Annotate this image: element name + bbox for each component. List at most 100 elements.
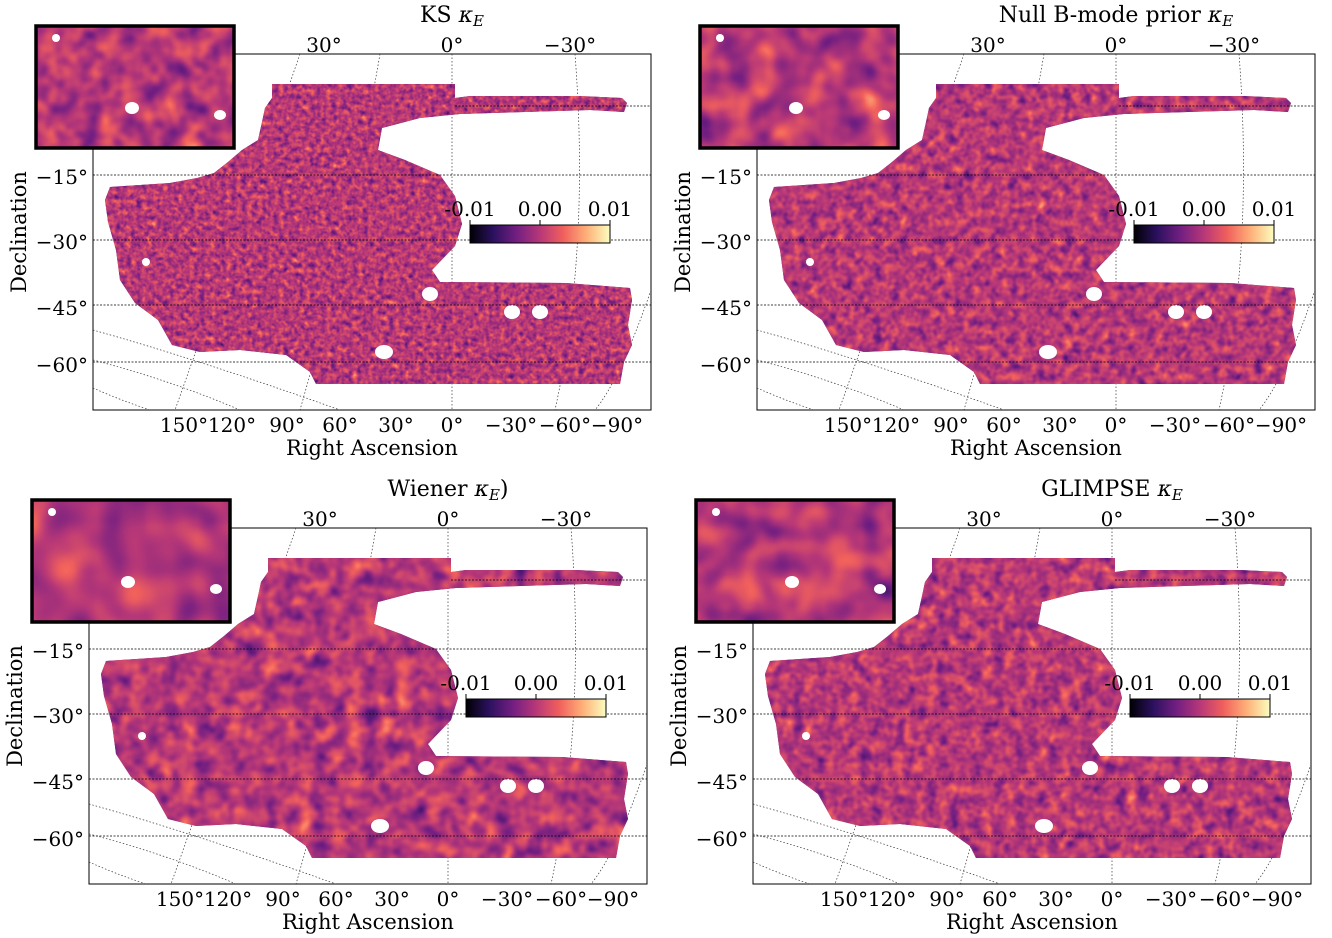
panel-title: KS κE — [420, 3, 484, 30]
inset-texture — [36, 26, 234, 148]
panel-title-subscript: E — [488, 486, 500, 504]
colorbar-tick-label: -0.01 — [444, 197, 495, 221]
dec-tick-label: −60° — [696, 827, 748, 851]
ra-gridline — [89, 803, 337, 884]
top-tick-label: 30° — [970, 33, 1005, 57]
inset-texture — [700, 26, 898, 148]
colorbar-tick-label: -0.01 — [1108, 197, 1159, 221]
ra-gridline — [753, 833, 901, 884]
top-tick-label: −30° — [1208, 33, 1260, 57]
masked-hole — [504, 305, 520, 319]
top-tick-label: 30° — [966, 507, 1001, 531]
ra-tick-label: −60° — [535, 887, 587, 911]
top-tick-label: 30° — [302, 507, 337, 531]
masked-hole — [1164, 779, 1180, 793]
panel-title-subscript: E — [1221, 12, 1233, 30]
inset-masked-hole — [712, 508, 720, 516]
ra-tick-label: 150° — [824, 413, 872, 437]
panel-title-kappa: κ — [474, 477, 490, 502]
ra-tick-label: 0° — [437, 887, 460, 911]
inset-frame — [698, 24, 900, 150]
colorbar-tick-label: 0.00 — [1182, 197, 1227, 221]
masked-hole — [1168, 305, 1184, 319]
panel-title-space — [1201, 3, 1208, 28]
ra-gridline — [757, 387, 815, 410]
dec-tick-label: −15° — [36, 165, 88, 189]
ra-tick-label: 60° — [322, 413, 357, 437]
ra-tick-label: 30° — [378, 413, 413, 437]
ra-tick-label: 30° — [1038, 887, 1073, 911]
inset-masked-hole — [125, 102, 139, 114]
panel-1: KS κE 30° 0° −30° −15° −30° −45° −60° 150° 120° 90… — [7, 3, 652, 460]
inset-masked-hole — [52, 34, 60, 42]
panel-title-space — [468, 477, 475, 502]
panel-title-text: Wiener — [388, 477, 468, 502]
ra-tick-label: 150° — [820, 887, 868, 911]
ra-gridline — [93, 359, 241, 410]
colorbar — [469, 224, 611, 244]
masked-hole — [1086, 287, 1102, 301]
masked-hole — [1192, 779, 1208, 793]
top-tick-label: 0° — [1105, 33, 1128, 57]
ra-tick-label: −60° — [1199, 887, 1251, 911]
inset-zoom-map — [36, 26, 234, 148]
colorbar-tick-label: 0.01 — [584, 671, 629, 695]
panel-4: GLIMPSE κE 30° 0° −30° −15° −30° −45° −60° 150° 1… — [667, 477, 1312, 934]
dec-tick-label: −45° — [700, 296, 752, 320]
inset-masked-hole — [785, 576, 799, 588]
ra-gridline — [753, 803, 1001, 884]
ra-gridline — [89, 833, 237, 884]
inset-texture — [32, 500, 230, 622]
ra-tick-label: 90° — [929, 887, 964, 911]
colorbar-tick-label: 0.01 — [588, 197, 633, 221]
x-axis-label: Right Ascension — [950, 436, 1122, 460]
colorbar — [465, 698, 607, 718]
masked-hole — [1196, 305, 1212, 319]
panel-title-subscript: E — [472, 12, 484, 30]
panel-2: Null B-mode prior κE 30° 0° −30° −15° −30° −45… — [671, 3, 1316, 460]
ra-tick-label: 150° — [156, 887, 204, 911]
inset-masked-hole — [210, 584, 222, 594]
dec-tick-label: −45° — [696, 770, 748, 794]
dec-tick-label: −30° — [696, 704, 748, 728]
x-axis-label: Right Ascension — [946, 910, 1118, 934]
dec-tick-label: −45° — [36, 296, 88, 320]
axes-frame — [756, 53, 1316, 411]
masked-hole — [1035, 819, 1053, 833]
masked-hole — [422, 287, 438, 301]
ra-gridline — [757, 359, 905, 410]
inset-zoom-map — [32, 500, 230, 622]
colorbar-tick-label: 0.01 — [1248, 671, 1293, 695]
dec-tick-label: −15° — [700, 165, 752, 189]
x-axis-label: Right Ascension — [286, 436, 458, 460]
panel-title-text: Null B-mode prior — [999, 3, 1202, 28]
axes-frame — [88, 527, 648, 885]
ra-tick-label: −60° — [1203, 413, 1255, 437]
dec-tick-label: −30° — [32, 704, 84, 728]
colorbar-tick-label: 0.00 — [518, 197, 563, 221]
ra-tick-label: −30° — [481, 887, 533, 911]
masked-hole — [418, 761, 434, 775]
inset-masked-hole — [121, 576, 135, 588]
ra-tick-label: 150° — [160, 413, 208, 437]
inset-frame — [34, 24, 236, 150]
top-tick-label: 0° — [1101, 507, 1124, 531]
inset-masked-hole — [214, 110, 226, 120]
masked-hole — [142, 258, 150, 266]
top-tick-label: 30° — [306, 33, 341, 57]
dec-tick-label: −15° — [32, 639, 84, 663]
masked-hole — [806, 258, 814, 266]
inset-masked-hole — [48, 508, 56, 516]
colorbar-tick-label: 0.00 — [514, 671, 559, 695]
y-axis-label: Declination — [3, 645, 27, 767]
ra-tick-label: 120° — [204, 887, 252, 911]
panel-title-kappa: κ — [458, 3, 474, 28]
colorbar-tick-label: -0.01 — [440, 671, 491, 695]
panel-title-kappa: κ — [1156, 477, 1172, 502]
axes-frame — [752, 527, 1312, 885]
colorbar-tick-label: -0.01 — [1104, 671, 1155, 695]
dec-tick-label: −45° — [32, 770, 84, 794]
ra-tick-label: −30° — [1145, 887, 1197, 911]
dec-tick-label: −15° — [696, 639, 748, 663]
